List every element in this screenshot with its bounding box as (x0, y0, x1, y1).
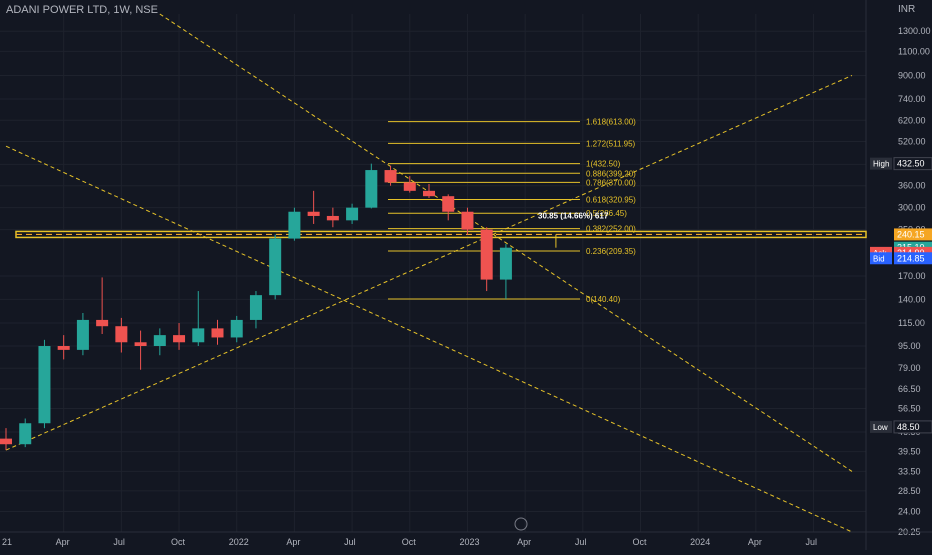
candle-body[interactable] (153, 335, 166, 347)
y-tick-label: 95.00 (898, 341, 921, 351)
x-tick-label: Jul (344, 537, 356, 547)
y-tick-label: 24.00 (898, 507, 921, 517)
fib-level-label: 0.5(286.45) (586, 209, 627, 218)
candle-body[interactable] (461, 211, 474, 230)
x-tick-label: Oct (633, 537, 648, 547)
currency-unit: INR (898, 4, 916, 15)
candle-body[interactable] (326, 215, 339, 221)
y-tick-label: 300.00 (898, 203, 926, 213)
x-tick-label: 2024 (690, 537, 710, 547)
y-tick-label: 170.00 (898, 271, 926, 281)
price-badge-tag-label: Low (873, 423, 888, 432)
lightning-icon[interactable] (514, 517, 528, 531)
chart-title: ADANI POWER LTD, 1W, NSE (6, 4, 158, 16)
x-tick-label: Apr (748, 537, 762, 547)
fib-level-label: 1.618(613.00) (586, 118, 636, 127)
x-tick-label: Apr (517, 537, 531, 547)
candle-body[interactable] (288, 211, 301, 239)
candle-body[interactable] (249, 295, 262, 320)
y-tick-label: 79.00 (898, 363, 921, 373)
y-tick-label: 33.50 (898, 466, 921, 476)
descending-channel-upper[interactable] (159, 13, 853, 472)
y-tick-label: 66.50 (898, 384, 921, 394)
price-badge (893, 157, 932, 171)
y-tick-label: 360.00 (898, 181, 926, 191)
price-badge-tag (870, 420, 892, 433)
fib-level-label: 0.382(252.00) (586, 225, 636, 234)
fib-level-label: 0.618(320.95) (586, 196, 636, 205)
candle-body[interactable] (423, 190, 435, 197)
x-tick-label: Jul (575, 537, 587, 547)
descending-channel-lower[interactable] (5, 145, 853, 533)
y-tick-label: 900.00 (898, 70, 926, 80)
ascending-trendline[interactable] (5, 75, 853, 451)
candle-body[interactable] (269, 238, 282, 296)
price-badge-tag (870, 157, 892, 170)
y-tick-label: 39.50 (898, 447, 921, 457)
x-tick-label: Oct (402, 537, 417, 547)
measure-label: 30.85 (14.66%) 617 (538, 211, 609, 220)
fib-level-label: 1(432.50) (586, 160, 621, 169)
candle-body[interactable] (480, 229, 493, 280)
x-tick-label: Oct (171, 537, 186, 547)
candle-body[interactable] (384, 170, 397, 183)
price-badge-label: 240.15 (897, 229, 925, 239)
y-tick-label: 620.00 (898, 115, 926, 125)
fib-level-label: 0.236(209.35) (586, 247, 636, 256)
fib-level-label: 1.272(511.95) (586, 139, 636, 148)
x-tick-label: 2023 (459, 537, 479, 547)
price-badge-tag-label: Bid (873, 254, 885, 263)
fib-level-label: 0.886(399.20) (586, 169, 636, 178)
y-tick-label: 1100.00 (898, 46, 930, 56)
price-badge-tag-label: High (873, 160, 889, 169)
candle-body[interactable] (173, 335, 186, 343)
candle-body[interactable] (192, 328, 205, 343)
y-tick-label: 740.00 (898, 94, 926, 104)
candle-body[interactable] (307, 211, 320, 216)
price-badge-label: 432.50 (897, 159, 925, 169)
x-tick-label: Apr (286, 537, 300, 547)
candle-body[interactable] (96, 319, 109, 327)
price-badge-tag (870, 252, 892, 265)
candle-body[interactable] (346, 207, 359, 221)
candle-body[interactable] (38, 346, 51, 424)
fib-level-label: 0(140.40) (586, 295, 621, 304)
y-tick-label: 140.00 (898, 294, 926, 304)
price-badge-label: 48.50 (897, 422, 920, 432)
y-tick-label: 115.00 (898, 318, 925, 328)
candle-body[interactable] (134, 342, 147, 347)
candle-body[interactable] (19, 423, 32, 445)
price-badge-label: 214.85 (897, 253, 925, 263)
candle-body[interactable] (230, 319, 243, 338)
x-tick-label: 21 (2, 537, 12, 547)
candle-body[interactable] (76, 319, 89, 350)
price-badge (894, 228, 932, 241)
candle-body[interactable] (0, 438, 12, 445)
candle-body[interactable] (442, 196, 455, 212)
x-tick-label: 2022 (229, 537, 249, 547)
candle-body[interactable] (115, 326, 128, 343)
y-tick-label: 56.50 (898, 404, 921, 414)
price-badge (893, 420, 932, 434)
fib-level-label: 0.786(370.00) (586, 178, 636, 187)
price-badge (894, 252, 932, 265)
y-tick-label: 1300.00 (898, 26, 931, 36)
x-tick-label: Apr (56, 537, 70, 547)
candle-body[interactable] (211, 328, 224, 338)
candle-body[interactable] (365, 170, 378, 208)
candle-body[interactable] (403, 182, 416, 191)
candle-body[interactable] (57, 346, 70, 350)
y-tick-label: 28.50 (898, 486, 921, 496)
x-tick-label: Jul (806, 537, 818, 547)
y-tick-label: 520.00 (898, 136, 926, 146)
x-tick-label: Jul (113, 537, 125, 547)
candle-body[interactable] (499, 247, 512, 280)
